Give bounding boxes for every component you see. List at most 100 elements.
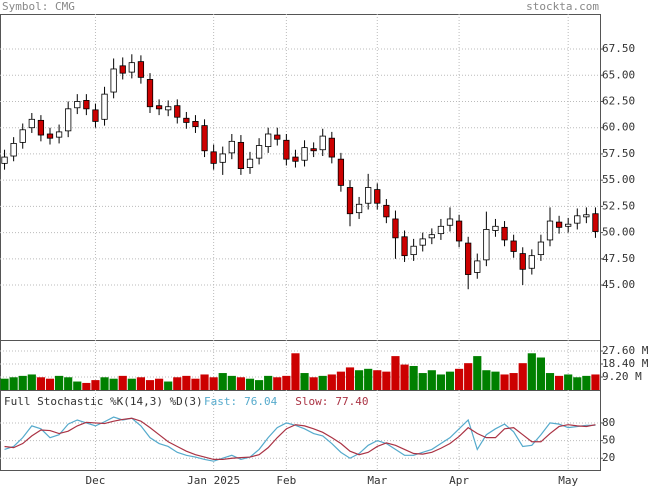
candle-body [174,105,181,118]
volume-bar [145,380,155,390]
y-tick-label: 62.50 [602,94,635,107]
x-tick-label: Jan 2025 [187,474,240,486]
volume-bar [536,357,545,390]
candle-body [346,187,354,215]
volume-bar [236,377,245,390]
volume-bar [273,377,282,390]
candle-body [574,215,581,224]
candle-body [110,68,117,93]
volume-bar [209,377,218,390]
x-tick-label: Mar [367,474,387,486]
candle-body [201,125,208,152]
volume-bar [345,367,355,390]
volume-bar [73,381,82,390]
candle-body [265,133,272,147]
volume-bar [282,375,291,390]
volume-bar [355,370,364,390]
candle-body [319,135,326,151]
candle-body [510,240,517,252]
y-tick-label: 18.40 M [602,357,649,370]
candle-body [210,151,217,164]
stochastic-line [4,416,596,462]
y-tick-label: 20 [602,451,615,464]
candle-body [146,79,154,108]
y-tick-label: 67.50 [602,42,635,55]
candle-body [283,139,290,160]
volume-bar [36,377,45,390]
candle-body [419,238,426,246]
volume-bar [582,375,591,390]
volume-bar [127,378,136,390]
candle-body [455,220,463,242]
stochastic-line [4,417,596,461]
y-tick-label: 57.50 [602,147,635,160]
candle-body [583,214,590,218]
volume-bar [291,353,300,390]
symbol: Symbol: CMG [2,0,75,13]
candle-body [46,133,54,139]
volume-bar [118,375,127,390]
volume-bar [482,370,491,390]
candle-body [292,156,299,162]
volume-bar [509,373,518,390]
candle-body [492,225,499,231]
volume-bar [100,377,109,390]
legend-label: Fast: [204,395,237,408]
candle-body [301,147,308,161]
volume-bar [27,374,36,390]
candle-body [410,245,417,256]
candle-body [137,61,145,78]
x-tick-label: Apr [449,474,469,486]
candle-body [392,218,399,239]
candle-body [355,203,363,214]
volume-bar [500,374,509,390]
candle-body [228,140,235,154]
volume-bar [545,373,555,390]
y-tick-label: 27.60 M [602,344,649,357]
candle-body [328,137,335,158]
candle-body [483,229,490,261]
volume-bar [191,378,200,390]
candle-body [519,253,526,270]
y-tick-label: 9.20 M [602,370,642,383]
candle-body [565,223,572,227]
candle-body [337,158,345,186]
volume-bar [527,353,536,390]
y-tick-label: 52.50 [602,199,635,212]
volume-bar [518,363,527,390]
volume-bar [182,375,191,390]
x-tick-label: May [558,474,578,486]
volume-bar [45,378,55,390]
volume-bar [364,368,373,390]
y-tick-label: 60.00 [602,121,635,134]
candle-body [92,109,99,122]
candle-body [446,218,454,226]
legend-value: 76.04 [244,395,277,408]
candle-body [428,234,435,239]
volume-bar [400,364,409,390]
volume-bar [245,378,255,390]
candle-body [546,220,554,241]
legend-value: 77.40 [335,395,368,408]
volume-bar [109,378,118,390]
candle-body [465,242,472,275]
volume-bar [227,375,236,390]
candle-body [255,145,263,159]
candle-body [383,204,390,218]
candle-body [155,105,163,110]
y-tick-label: 55.00 [602,173,635,186]
volume-bar [255,380,264,390]
y-tick-label: 50 [602,434,615,447]
volume-bar [418,373,427,390]
candle-body [83,100,90,110]
volume-bar [136,377,145,390]
volume-bar [445,371,455,390]
indicator-title: Full Stochastic %K(14,3) %D(3) [4,395,203,408]
volume-bar [173,377,182,390]
volume-bar [264,375,273,390]
volume-bar [373,370,382,390]
candle-body [219,153,226,163]
volume-bar [318,375,327,390]
volume-bar [200,374,209,390]
